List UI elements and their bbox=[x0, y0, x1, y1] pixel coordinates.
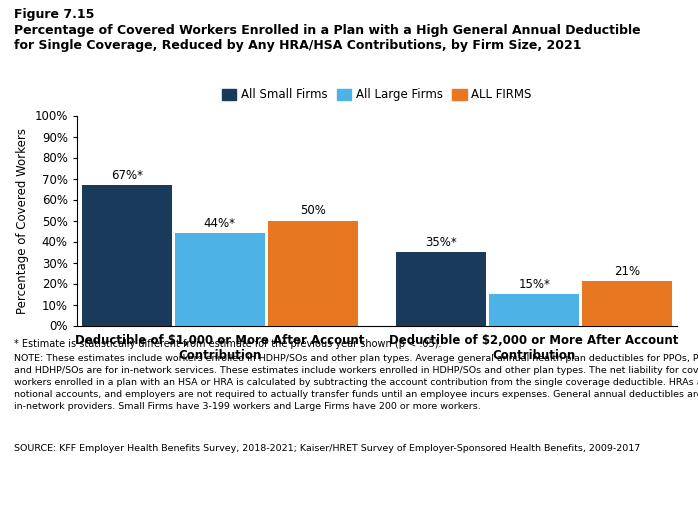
Text: 15%*: 15%* bbox=[518, 278, 550, 291]
Text: 44%*: 44%* bbox=[204, 217, 236, 230]
Text: SOURCE: KFF Employer Health Benefits Survey, 2018-2021; Kaiser/HRET Survey of Em: SOURCE: KFF Employer Health Benefits Sur… bbox=[14, 444, 640, 453]
Y-axis label: Percentage of Covered Workers: Percentage of Covered Workers bbox=[16, 128, 29, 313]
Text: 35%*: 35%* bbox=[425, 236, 457, 249]
Bar bbox=[174, 233, 265, 326]
Bar bbox=[82, 185, 172, 326]
Text: 21%: 21% bbox=[614, 265, 640, 278]
Text: for Single Coverage, Reduced by Any HRA/HSA Contributions, by Firm Size, 2021: for Single Coverage, Reduced by Any HRA/… bbox=[14, 39, 581, 52]
Text: NOTE: These estimates include workers enrolled in HDHP/SOs and other plan types.: NOTE: These estimates include workers en… bbox=[14, 354, 698, 411]
Bar bbox=[489, 294, 579, 325]
Text: Percentage of Covered Workers Enrolled in a Plan with a High General Annual Dedu: Percentage of Covered Workers Enrolled i… bbox=[14, 24, 641, 37]
Bar bbox=[267, 220, 357, 326]
Legend: All Small Firms, All Large Firms, ALL FIRMS: All Small Firms, All Large Firms, ALL FI… bbox=[217, 83, 537, 106]
Text: 67%*: 67%* bbox=[111, 169, 143, 182]
Bar bbox=[582, 281, 672, 326]
Bar bbox=[396, 252, 487, 326]
Text: Figure 7.15: Figure 7.15 bbox=[14, 8, 94, 21]
Text: 50%: 50% bbox=[299, 204, 325, 217]
Text: * Estimate is statistically different from estimate for the previous year shown : * Estimate is statistically different fr… bbox=[14, 339, 441, 349]
